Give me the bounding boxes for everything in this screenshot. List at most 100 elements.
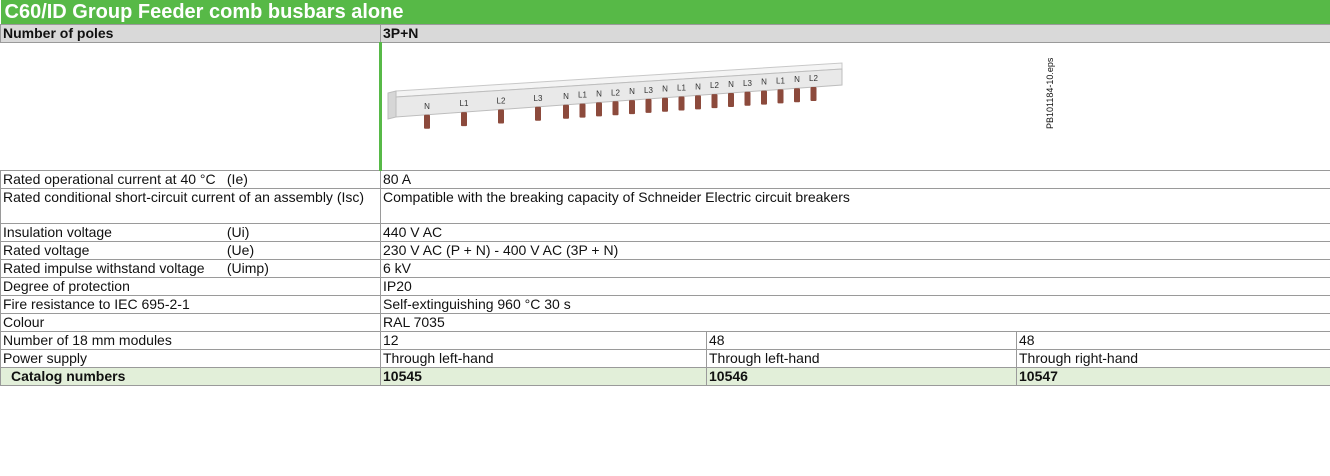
row-label: Rated operational current at 40 °C [3,171,223,187]
row-value: Self-extinguishing 960 °C 30 s [381,296,1330,314]
row-label-cell: Rated conditional short-circuit current … [1,189,381,224]
pin [613,101,619,115]
pin [794,88,800,102]
pin [778,89,784,103]
pole-label: L3 [534,94,543,103]
file-name: PB101184-10.eps [1042,58,1058,129]
empty-cell [1,43,381,171]
row-label-cell: Insulation voltage (Ui) [1,224,381,242]
row-value: 12 [381,332,707,350]
pole-label: N [728,80,734,89]
pole-label: L1 [776,76,785,85]
row-label: Insulation voltage [3,224,223,240]
row-label-cell: Number of 18 mm modules [1,332,381,350]
row-label-cell: Degree of protection [1,278,381,296]
pin [662,98,668,112]
page: {"title": "C60/ID Group Feeder comb busb… [0,0,1330,476]
row-value: 440 V AC [381,224,1330,242]
row-value: IP20 [381,278,1330,296]
row-value: Through left-hand [707,350,1017,368]
pin [596,102,602,116]
row-value: 6 kV [381,260,1330,278]
pole-label: L2 [809,74,818,83]
spec-table: C60/ID Group Feeder comb busbars alone N… [0,0,1330,386]
pole-label: N [424,102,430,111]
spec-row: Fire resistance to IEC 695-2-1 Self-extin… [1,296,1330,314]
pole-label: N [761,78,767,87]
row-label: Fire resistance to IEC 695-2-1 [3,296,223,312]
pin [498,109,504,123]
pole-label: N [662,85,668,94]
pole-label: L2 [710,81,719,90]
row-symbol: (Ie) [227,171,248,187]
catalog-number: 10545 [381,368,707,386]
pin [695,95,701,109]
row-label: Rated impulse withstand voltage [3,260,223,276]
spec-row: Insulation voltage (Ui)440 V AC [1,224,1330,242]
pin [679,97,685,111]
spec-row: Rated conditional short-circuit current … [1,189,1330,224]
row-label-cell: Fire resistance to IEC 695-2-1 [1,296,381,314]
row-label-cell: Rated operational current at 40 °C (Ie) [1,171,381,189]
row-symbol: (Isc) [337,189,364,205]
header-label: Number of poles [1,25,381,43]
pin [563,105,569,119]
busbar-end [388,91,396,119]
pole-label: L1 [460,99,469,108]
pole-label: L2 [497,96,506,105]
pole-label: L3 [743,79,752,88]
pole-label: L3 [644,86,653,95]
row-label: Number of 18 mm modules [3,332,223,348]
row-symbol: (Uimp) [227,260,269,276]
spec-row: Degree of protection IP20 [1,278,1330,296]
pole-label: L2 [611,88,620,97]
row-label-cell: Colour [1,314,381,332]
pin [646,99,652,113]
spec-row: Colour RAL 7035 [1,314,1330,332]
row-value: Through right-hand [1017,350,1330,368]
row-label: Degree of protection [3,278,223,294]
pole-label: N [794,75,800,84]
pin [424,115,430,129]
row-symbol: (Ui) [227,224,250,240]
spec-row: Rated impulse withstand voltage (Uimp)6 … [1,260,1330,278]
pole-label: N [695,82,701,91]
row-value: 48 [1017,332,1330,350]
row-symbol: (Ue) [227,242,254,258]
pole-label: N [629,87,635,96]
row-value: Through left-hand [381,350,707,368]
row-value: 80 A [381,171,1330,189]
row-value: 230 V AC (P + N) - 400 V AC (3P + N) [381,242,1330,260]
catalog-number: 10546 [707,368,1017,386]
pole-label: N [596,89,602,98]
pin [811,87,817,101]
header-row: Number of poles 3P+N [1,25,1330,43]
pin [461,112,467,126]
row-value: RAL 7035 [381,314,1330,332]
pin [629,100,635,114]
pin [535,107,541,121]
pin [761,91,767,105]
title: C60/ID Group Feeder comb busbars alone [1,0,1330,25]
pole-label: L1 [677,84,686,93]
row-label-cell: Rated voltage (Ue) [1,242,381,260]
row-value: 48 [707,332,1017,350]
pin [745,92,751,106]
title-row: C60/ID Group Feeder comb busbars alone [1,0,1330,25]
header-value: 3P+N [381,25,1330,43]
row-label-cell: Power supply [1,350,381,368]
row-label-cell: Rated impulse withstand voltage (Uimp) [1,260,381,278]
catalog-label: Catalog numbers [1,368,381,386]
pole-label: N [563,92,569,101]
row-label: Rated conditional short-circuit current … [3,189,333,205]
pin [712,94,718,108]
row-label: Colour [3,314,223,330]
pin [728,93,734,107]
spec-row: Rated operational current at 40 °C (Ie)8… [1,171,1330,189]
